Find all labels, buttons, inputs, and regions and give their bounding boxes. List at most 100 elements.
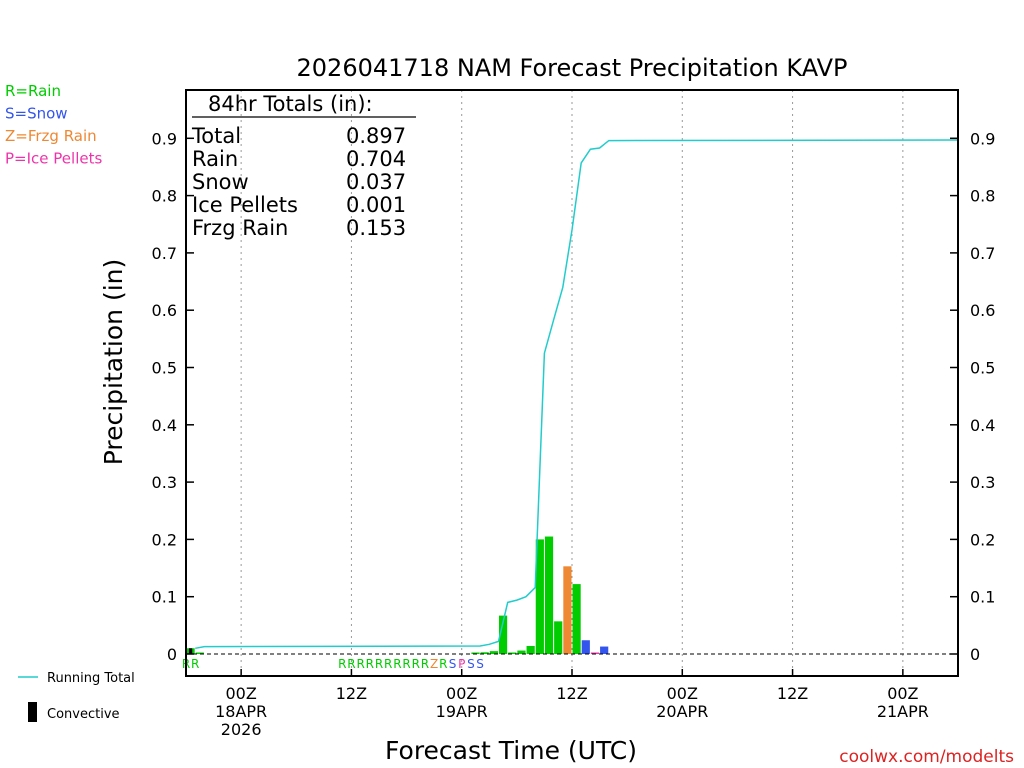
bar-hour-29: [498, 615, 508, 654]
bar-hour-34: [544, 536, 554, 654]
ptype-letter: R: [402, 657, 410, 671]
totals-value-total: 0.897: [346, 124, 406, 148]
x-tick-label: 00Z: [887, 684, 918, 703]
grid-lines: [240, 90, 904, 676]
totals-label-total: Total: [191, 124, 241, 148]
bar-hour-38: [581, 640, 590, 654]
y-tick-label-left: 0.3: [152, 473, 177, 492]
x-tick-label: 00Z: [446, 684, 477, 703]
bar-hour-37: [572, 584, 581, 654]
legend-item-z: Z=Frzg Rain: [5, 127, 97, 145]
x-tick-label: 12Z: [336, 684, 367, 703]
ptype-letter: R: [356, 657, 364, 671]
x-tick-label: 00Z: [225, 684, 256, 703]
ptype-letter: R: [338, 657, 346, 671]
bar-hour-32: [526, 645, 535, 654]
bar-hour-33: [535, 539, 544, 654]
x-tick-label: 20APR: [656, 702, 708, 721]
y-tick-label-left: 0.7: [152, 244, 177, 263]
ptype-letter: R: [412, 657, 420, 671]
convective-bar-hour--5: [188, 648, 193, 654]
totals-rows: Total 0.897 Rain 0.704 Snow 0.037 Ice Pellets 0…: [191, 124, 406, 240]
ptype-letter: S: [449, 657, 457, 671]
ptype-letter: R: [384, 657, 392, 671]
ptype-letter: R: [421, 657, 429, 671]
y-axis-right: 0 0.1 0.2 0.3 0.4 0.5 0.6 0.7 0.8 0.9: [950, 129, 995, 664]
y-tick-label-left: 0: [167, 645, 177, 664]
credit-link[interactable]: coolwx.com/modelts: [839, 747, 1014, 767]
bar-hour-31: [517, 650, 526, 654]
x-tick-label: 12Z: [777, 684, 808, 703]
legend-convective-label: Convective: [47, 707, 120, 722]
y-tick-label-right: 0.7: [970, 244, 995, 263]
y-tick-label-right: 0: [970, 645, 980, 664]
y-tick-label-left: 0.6: [152, 301, 177, 320]
bar-hour-30: [508, 652, 517, 654]
totals-value-ice-pellets: 0.001: [346, 193, 406, 217]
bar-hour-35: [554, 621, 563, 654]
running-total-line: [195, 139, 959, 650]
bottom-legend: Running Total Convective: [18, 671, 135, 722]
y-tick-label-right: 0.5: [970, 359, 995, 378]
y-tick-label-right: 0.8: [970, 187, 995, 206]
bar-series: [186, 536, 609, 654]
bar-hour-39: [590, 652, 600, 654]
y-tick-label-left: 0.2: [152, 530, 177, 549]
x-axis-label: Forecast Time (UTC): [385, 736, 637, 765]
x-tick-label: 18APR: [215, 702, 267, 721]
ptype-letter: R: [393, 657, 401, 671]
totals-label-frzg-rain: Frzg Rain: [192, 216, 288, 240]
x-tick-label: 00Z: [667, 684, 698, 703]
ptype-letter: R: [191, 657, 199, 671]
y-tick-label-left: 0.1: [152, 588, 177, 607]
x-tick-label: 19APR: [436, 702, 488, 721]
y-axis-label: Precipitation (in): [99, 259, 128, 466]
legend-running-total-label: Running Total: [47, 671, 135, 686]
y-tick-label-left: 0.9: [152, 129, 177, 148]
legend-convective-swatch: [28, 702, 37, 722]
y-tick-label-left: 0.5: [152, 359, 177, 378]
y-tick-label-left: 0.4: [152, 416, 177, 435]
ptype-letter: Z: [430, 657, 438, 671]
bar-hour-36: [563, 566, 572, 654]
bar-hour-27: [480, 652, 489, 654]
y-tick-label-right: 0.6: [970, 301, 995, 320]
y-tick-label-left: 0.8: [152, 187, 177, 206]
x-tick-label: 2026: [221, 720, 262, 739]
ptype-letter: S: [467, 657, 475, 671]
totals-label-rain: Rain: [192, 147, 238, 171]
x-tick-label: 12Z: [556, 684, 587, 703]
ptype-letter: S: [476, 657, 484, 671]
y-axis-left: 0 0.1 0.2 0.3 0.4 0.5 0.6 0.7 0.8 0.9: [152, 129, 194, 664]
totals-value-frzg-rain: 0.153: [346, 216, 406, 240]
x-tick-label: 21APR: [877, 702, 929, 721]
y-tick-label-right: 0.1: [970, 588, 995, 607]
totals-value-rain: 0.704: [346, 147, 406, 171]
ptype-letter: R: [347, 657, 355, 671]
totals-header: 84hr Totals (in):: [208, 92, 373, 116]
legend-item-r: R=Rain: [5, 82, 61, 100]
legend-item-p: P=Ice Pellets: [5, 150, 102, 168]
ptype-letter: R: [439, 657, 447, 671]
totals-box: 84hr Totals (in): Total 0.897 Rain 0.704 Sno…: [191, 92, 416, 240]
ptype-letter: P: [458, 657, 465, 671]
bar-hour-28: [489, 651, 498, 654]
totals-label-ice-pellets: Ice Pellets: [192, 193, 298, 217]
ptype-letter: R: [366, 657, 374, 671]
y-tick-label-right: 0.3: [970, 473, 995, 492]
legend-item-s: S=Snow: [5, 105, 68, 123]
totals-value-snow: 0.037: [346, 170, 406, 194]
y-tick-label-right: 0.9: [970, 129, 995, 148]
bar-hour-26: [471, 652, 480, 654]
ptype-legend: R=Rain S=Snow Z=Frzg Rain P=Ice Pellets: [5, 82, 102, 168]
y-tick-label-right: 0.4: [970, 416, 995, 435]
chart-title: 2026041718 NAM Forecast Precipitation KA…: [297, 54, 848, 82]
totals-label-snow: Snow: [192, 170, 249, 194]
y-tick-label-right: 0.2: [970, 530, 995, 549]
bar-hour-40: [600, 646, 609, 654]
ptype-letter: R: [375, 657, 383, 671]
